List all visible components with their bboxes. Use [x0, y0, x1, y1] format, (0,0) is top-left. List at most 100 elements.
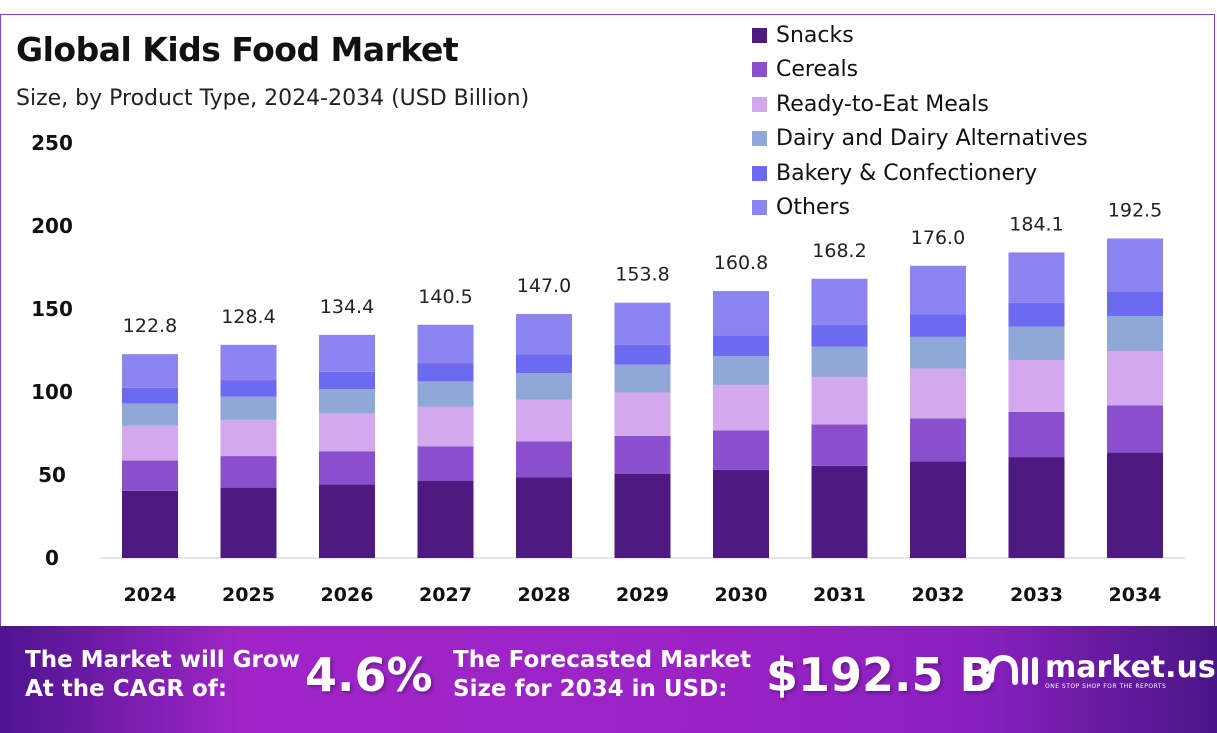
- forecast-label: The Forecasted Market Size for 2034 in U…: [453, 646, 751, 704]
- forecast-value: $192.5 B: [766, 648, 995, 702]
- bar-segment-bakery-confectionery: [713, 335, 769, 356]
- legend: Snacks Cereals Ready-to-Eat Meals Dairy and…: [752, 18, 1088, 225]
- total-label: 184.1: [1009, 213, 1063, 235]
- x-tick-label: 2033: [1010, 584, 1063, 606]
- legend-swatch: [752, 62, 767, 78]
- legend-item: Dairy and Dairy Alternatives: [752, 122, 1088, 157]
- legend-label: Others: [776, 195, 850, 221]
- bar-segment-ready-to-eat-meals: [1008, 359, 1065, 412]
- bar-segment-cereals: [1008, 411, 1065, 458]
- bar-segment-bakery-confectionery: [122, 387, 178, 404]
- cagr-value: 4.6%: [305, 648, 433, 702]
- x-tick-label: 2024: [124, 584, 177, 606]
- bar-segment-bakery-confectionery: [614, 344, 671, 365]
- bar-segment-ready-to-eat-meals: [1107, 350, 1163, 406]
- total-label: 192.5: [1108, 199, 1162, 221]
- bar-segment-cereals: [220, 456, 277, 488]
- bar-segment-ready-to-eat-meals: [220, 419, 277, 457]
- y-tick-label: 150: [31, 297, 73, 321]
- x-tick-label: 2026: [321, 584, 374, 606]
- forecast-label-line2: Size for 2034 in USD:: [453, 676, 728, 702]
- chart-frame: [0, 14, 1215, 626]
- bar-segment-bakery-confectionery: [417, 363, 474, 382]
- bar-segment-snacks: [713, 469, 769, 558]
- legend-swatch: [752, 96, 767, 112]
- total-label: 140.5: [418, 286, 472, 308]
- bar-segment-bakery-confectionery: [811, 324, 868, 347]
- bar-segment-others: [319, 334, 375, 372]
- bar-segment-others: [614, 302, 671, 345]
- bar-segment-dairy-and-dairy-alternatives: [1107, 316, 1163, 351]
- bar-segment-others: [417, 324, 474, 364]
- legend-label: Dairy and Dairy Alternatives: [776, 126, 1088, 152]
- bar-segment-cereals: [811, 424, 868, 466]
- y-tick-label: 100: [31, 380, 73, 404]
- y-tick-label: 50: [38, 463, 66, 487]
- y-tick-label: 0: [45, 546, 59, 570]
- total-label: 176.0: [911, 227, 965, 249]
- total-label: 147.0: [517, 275, 571, 297]
- bar-segment-snacks: [910, 461, 966, 558]
- legend-label: Snacks: [776, 22, 854, 48]
- legend-swatch: [752, 131, 767, 147]
- legend-label: Ready-to-Eat Meals: [776, 91, 989, 117]
- total-label: 128.4: [221, 306, 275, 328]
- bar-segment-cereals: [516, 441, 572, 478]
- bar-segment-others: [220, 344, 277, 381]
- stacked-bar-chart: 0 50 100 150 200 250 122.8 2024 128.4 2025 134.4 20…: [31, 131, 1185, 606]
- summary-banner: The Market will Grow At the CAGR of: 4.6…: [0, 626, 1217, 733]
- legend-swatch: [752, 165, 767, 181]
- bar-segment-cereals: [417, 446, 474, 481]
- legend-label: Bakery & Confectionery: [776, 160, 1038, 186]
- bar-segment-snacks: [1107, 452, 1163, 558]
- bar-segment-cereals: [122, 460, 178, 491]
- bar-segment-ready-to-eat-meals: [319, 413, 375, 452]
- bar-segment-snacks: [417, 480, 474, 558]
- legend-swatch: [752, 27, 767, 43]
- x-tick-label: 2028: [518, 584, 571, 606]
- total-label: 160.8: [714, 252, 768, 274]
- legend-label: Cereals: [776, 57, 859, 83]
- bar-segment-others: [811, 278, 868, 325]
- bar-segment-bakery-confectionery: [1107, 291, 1163, 317]
- legend-item: Cereals: [752, 53, 1088, 88]
- bar-segment-snacks: [319, 484, 375, 558]
- bar-segment-others: [1008, 252, 1065, 303]
- total-label: 168.2: [812, 240, 866, 262]
- cagr-label-line1: The Market will Grow: [25, 647, 300, 673]
- x-tick-label: 2025: [222, 584, 275, 606]
- chart-subtitle: Size, by Product Type, 2024-2034 (USD Bi…: [16, 86, 530, 111]
- bar-segment-bakery-confectionery: [319, 371, 375, 390]
- bar-segment-ready-to-eat-meals: [614, 392, 671, 436]
- legend-swatch: [752, 200, 767, 216]
- bar-segment-ready-to-eat-meals: [811, 377, 868, 425]
- bar-segment-ready-to-eat-meals: [713, 385, 769, 431]
- bar-segment-ready-to-eat-meals: [417, 406, 474, 447]
- bar-segment-dairy-and-dairy-alternatives: [614, 364, 671, 393]
- total-label: 134.4: [320, 296, 374, 318]
- total-label: 122.8: [123, 315, 177, 337]
- legend-item: Snacks: [752, 18, 1088, 53]
- bar-segment-bakery-confectionery: [910, 314, 966, 337]
- x-tick-label: 2029: [616, 584, 669, 606]
- total-label: 153.8: [615, 264, 669, 286]
- logo-name: market.us: [1045, 650, 1216, 685]
- bar-segment-dairy-and-dairy-alternatives: [516, 373, 572, 400]
- bar-segment-others: [910, 265, 966, 315]
- x-tick-label: 2032: [912, 584, 965, 606]
- legend-item: Bakery & Confectionery: [752, 156, 1088, 191]
- x-tick-label: 2031: [813, 584, 866, 606]
- bar-segment-dairy-and-dairy-alternatives: [910, 336, 966, 369]
- bar-segment-dairy-and-dairy-alternatives: [417, 381, 474, 407]
- bar-segment-others: [122, 354, 178, 388]
- x-tick-label: 2034: [1109, 584, 1162, 606]
- bar-segment-snacks: [122, 490, 178, 558]
- market-us-logo: market.us ONE STOP SHOP FOR THE REPORTS: [985, 650, 1216, 690]
- bar-segment-cereals: [319, 451, 375, 485]
- bar-segment-snacks: [516, 477, 572, 558]
- cagr-label: The Market will Grow At the CAGR of:: [25, 646, 300, 704]
- bar-segment-bakery-confectionery: [220, 380, 277, 397]
- bar-segment-cereals: [713, 430, 769, 470]
- x-tick-label: 2027: [419, 584, 472, 606]
- cagr-label-line2: At the CAGR of:: [25, 676, 228, 702]
